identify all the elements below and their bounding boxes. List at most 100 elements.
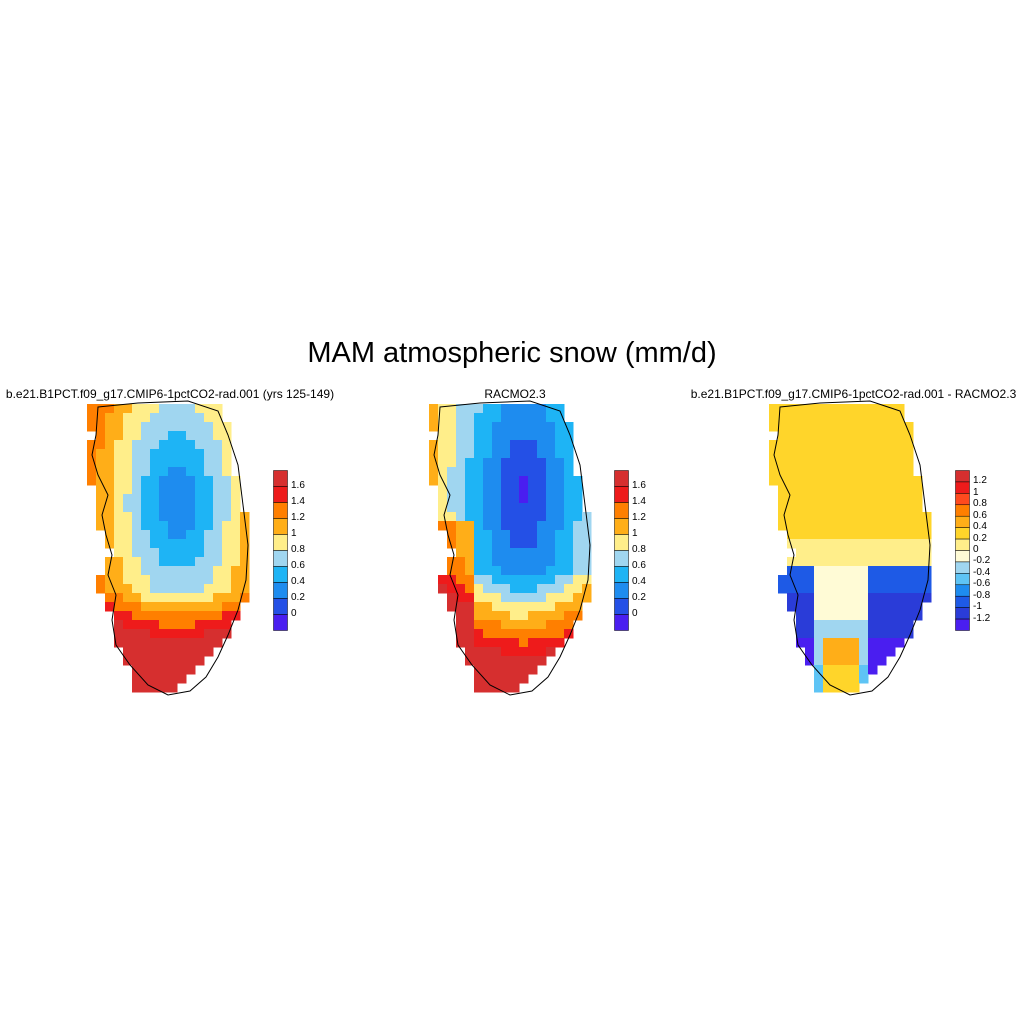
grid-cell [778, 467, 788, 477]
grid-cell [796, 629, 806, 639]
grid-cell [204, 584, 214, 594]
grid-cell [573, 503, 583, 513]
grid-cell [447, 476, 457, 486]
grid-cell [429, 440, 439, 450]
colorbar-box [614, 566, 629, 583]
grid-cell [141, 440, 151, 450]
grid-cell [886, 503, 896, 513]
grid-cell [886, 458, 896, 468]
grid-cell [222, 422, 232, 432]
grid-cell [528, 611, 538, 621]
grid-cell [841, 404, 851, 414]
grid-cell [114, 539, 124, 549]
grid-cell [886, 467, 896, 477]
grid-cell [204, 449, 214, 459]
grid-cell [850, 557, 860, 567]
grid-cell [805, 440, 815, 450]
grid-cell [240, 539, 250, 549]
grid-cell [231, 557, 241, 567]
colorbar-tick-label: 0.4 [973, 521, 987, 533]
grid-cell [456, 458, 466, 468]
grid-cell [778, 485, 788, 495]
grid-cell [778, 458, 788, 468]
grid-cell [240, 530, 250, 540]
grid-cell [186, 611, 196, 621]
grid-cell [123, 557, 133, 567]
grid-cell [510, 440, 520, 450]
grid-cell [105, 422, 115, 432]
grid-cell [555, 539, 565, 549]
grid-cell [850, 584, 860, 594]
grid-cell [438, 467, 448, 477]
grid-cell [204, 620, 214, 630]
grid-cell [474, 512, 484, 522]
grid-cell [213, 503, 223, 513]
colorbar-tick-label: 0.4 [632, 576, 646, 587]
grid-cell [456, 539, 466, 549]
grid-cell [850, 485, 860, 495]
grid-cell [195, 638, 205, 648]
grid-cell [555, 530, 565, 540]
grid-cell [823, 665, 833, 675]
grid-cell [168, 431, 178, 441]
grid-cell [96, 485, 106, 495]
grid-cell [787, 431, 797, 441]
grid-cell [582, 557, 592, 567]
grid-cell [447, 584, 457, 594]
grid-cell [573, 494, 583, 504]
grid-cell [150, 548, 160, 558]
grid-cell [114, 485, 124, 495]
grid-cell [501, 539, 511, 549]
grid-cell [132, 566, 142, 576]
grid-cell [105, 602, 115, 612]
grid-cell [823, 476, 833, 486]
grid-cell [483, 620, 493, 630]
grid-cell [805, 566, 815, 576]
grid-cell [168, 494, 178, 504]
grid-cell [823, 449, 833, 459]
grid-cell [105, 449, 115, 459]
grid-cell [868, 476, 878, 486]
grid-cell [850, 422, 860, 432]
grid-cell [510, 548, 520, 558]
colorbar-box [955, 573, 970, 586]
colorbar-tick-label: 0.6 [973, 509, 987, 521]
grid-cell [177, 530, 187, 540]
grid-cell [537, 494, 547, 504]
grid-cell [832, 476, 842, 486]
grid-cell [465, 467, 475, 477]
grid-cell [510, 485, 520, 495]
grid-cell [150, 440, 160, 450]
grid-cell [868, 413, 878, 423]
grid-cell [850, 404, 860, 414]
grid-cell [841, 539, 851, 549]
grid-cell [105, 494, 115, 504]
grid-cell [519, 674, 529, 684]
grid-cell [805, 494, 815, 504]
grid-cell [814, 485, 824, 495]
grid-cell [877, 593, 887, 603]
grid-cell [796, 575, 806, 585]
grid-cell [895, 557, 905, 567]
grid-cell [177, 449, 187, 459]
grid-cell [904, 629, 914, 639]
grid-cell [168, 512, 178, 522]
grid-cell [456, 584, 466, 594]
grid-cell [186, 629, 196, 639]
grid-cell [510, 431, 520, 441]
grid-cell [823, 674, 833, 684]
grid-cell [456, 620, 466, 630]
grid-cell [904, 566, 914, 576]
grid-cell [510, 449, 520, 459]
grid-cell [796, 512, 806, 522]
grid-cell [483, 566, 493, 576]
grid-cell [850, 674, 860, 684]
grid-cell [922, 530, 932, 540]
grid-cell [222, 521, 232, 531]
grid-cell [832, 566, 842, 576]
grid-cell [177, 620, 187, 630]
grid-cell [168, 476, 178, 486]
grid-cell [877, 602, 887, 612]
grid-cell [555, 422, 565, 432]
grid-cell [564, 467, 574, 477]
